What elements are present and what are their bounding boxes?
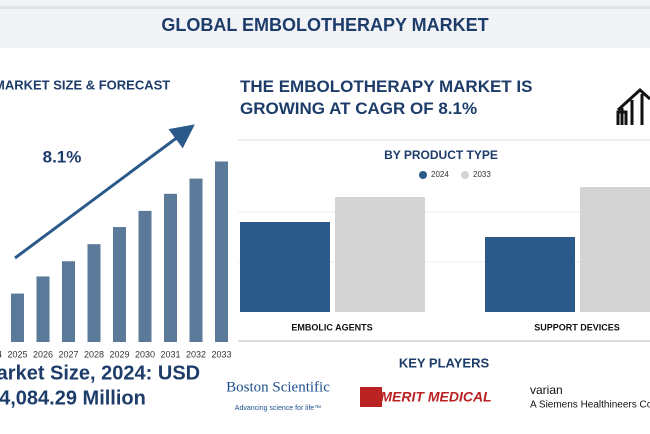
x-tick-label: 2026 [33, 349, 53, 359]
market-size: Market Size, 2024: USD [0, 362, 200, 384]
bar [11, 293, 24, 342]
bar [485, 237, 575, 312]
market-size: $4,084.29 Million [0, 387, 146, 409]
legend-swatch [419, 171, 427, 179]
x-tick-label: 2032 [186, 349, 206, 359]
x-tick-label: 2031 [160, 349, 180, 359]
x-tick-label: SUPPORT DEVICES [534, 322, 620, 332]
header-rule [0, 6, 650, 9]
logo: varian [530, 383, 563, 397]
legend-swatch [461, 171, 469, 179]
bar [87, 244, 101, 342]
divider [238, 340, 650, 342]
key-players-title: KEY PLAYERS [399, 355, 490, 370]
logo-tagline: A Siemens Healthineers Company [530, 400, 650, 411]
annotation: 8.1% [43, 147, 82, 166]
chart-title: BY PRODUCT TYPE [384, 148, 498, 162]
x-tick-label: EMBOLIC AGENTS [291, 322, 372, 332]
bar [189, 178, 203, 342]
growth-arrow [14, 124, 195, 260]
x-tick-label: 2029 [109, 349, 129, 359]
section-heading: MARKET SIZE & FORECAST [0, 77, 170, 92]
bar [36, 276, 50, 342]
bar [240, 222, 330, 312]
bar [164, 193, 177, 342]
logo: MERIT MEDICAL [380, 389, 491, 405]
legend-label: 2024 [431, 170, 449, 179]
x-tick-label: 2033 [211, 349, 231, 359]
legend-label: 2033 [473, 170, 491, 179]
x-tick-label: 2025 [7, 349, 27, 359]
bar [335, 197, 425, 312]
bar [215, 161, 228, 342]
bar [62, 261, 75, 342]
cagr-heading: THE EMBOLOTHERAPY MARKET IS GROWING AT CA… [240, 77, 532, 118]
logo-mark [360, 387, 382, 407]
bar [138, 210, 152, 342]
x-tick-label: 2028 [84, 349, 104, 359]
house-icon [616, 87, 650, 125]
x-tick-label: 2024 [0, 349, 2, 359]
logo: Boston Scientific [226, 379, 330, 395]
bar [113, 227, 126, 342]
logo-tagline: Advancing science for life™ [235, 405, 321, 412]
x-tick-label: 2030 [135, 349, 155, 359]
page-title: GLOBAL EMBOLOTHERAPY MARKET [161, 15, 488, 35]
x-tick-label: 2027 [58, 349, 78, 359]
bar [580, 187, 650, 312]
